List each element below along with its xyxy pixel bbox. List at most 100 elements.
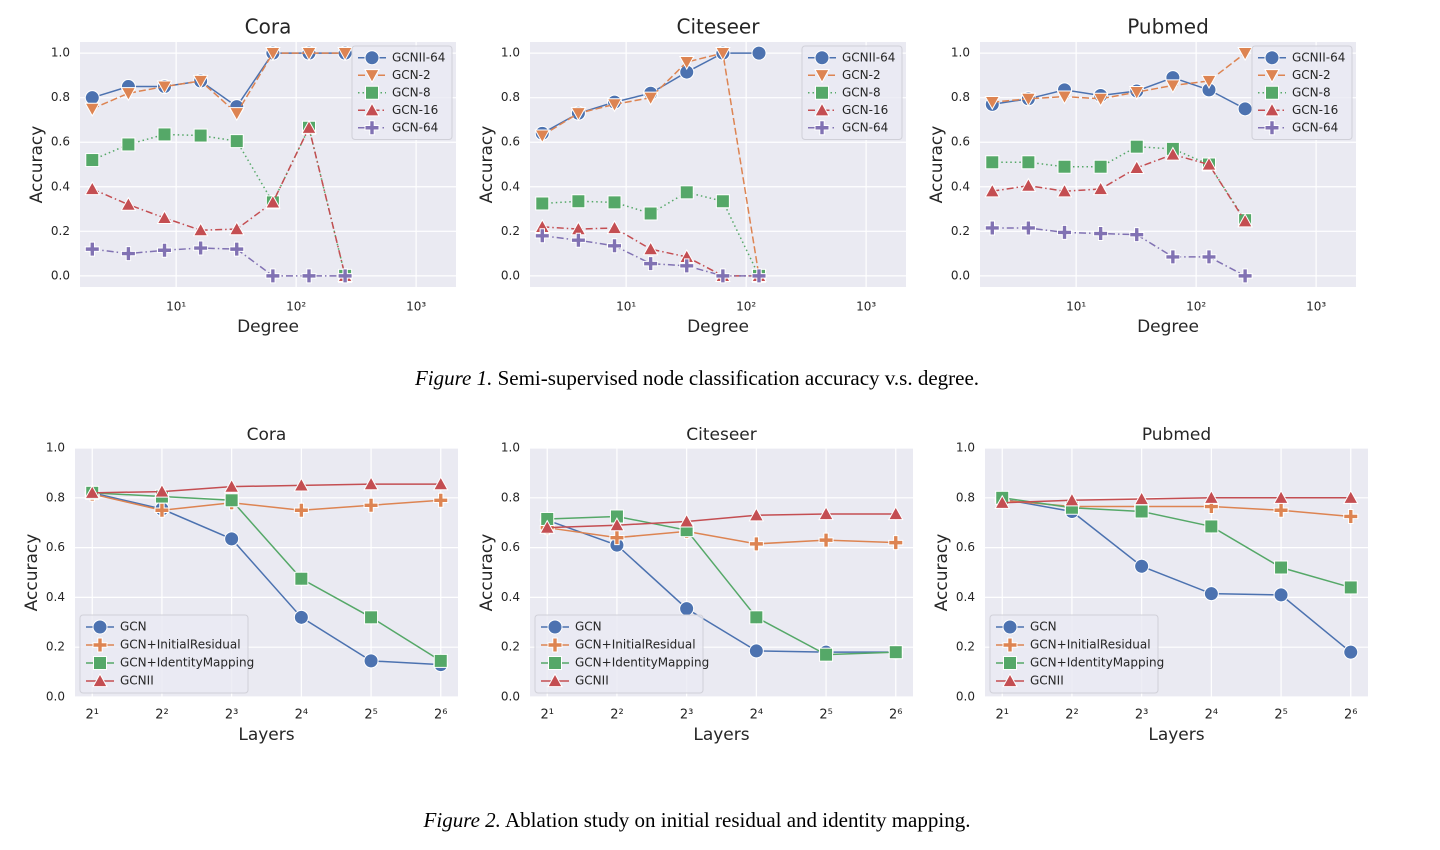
marker — [1003, 656, 1017, 670]
caption-label: Figure 2. — [423, 808, 501, 832]
marker — [1201, 156, 1217, 171]
marker — [120, 246, 136, 262]
marker — [364, 69, 380, 84]
marker — [92, 637, 108, 653]
marker — [364, 610, 379, 625]
series-line — [992, 153, 1246, 222]
y-tick-label: 0.2 — [956, 640, 975, 654]
x-tick-label: 10³ — [856, 300, 876, 314]
legend-box — [989, 614, 1159, 694]
y-tick-label: 0.2 — [951, 224, 970, 238]
x-tick-label: 2² — [155, 708, 168, 723]
marker — [570, 232, 586, 248]
x-axis-label: Layers — [1148, 725, 1204, 745]
y-tick-label: 0.0 — [951, 268, 970, 282]
marker — [364, 120, 380, 136]
marker — [643, 256, 659, 272]
marker — [1134, 558, 1150, 574]
chart-title: Pubmed — [1142, 425, 1211, 445]
y-tick-label: 0.2 — [51, 224, 70, 238]
x-tick-label: 2⁵ — [1274, 708, 1287, 723]
x-tick-label: 2³ — [680, 708, 693, 723]
y-axis-label: Accuracy — [477, 534, 497, 612]
marker — [1343, 580, 1358, 595]
legend-label: GCN — [575, 620, 602, 634]
x-tick-label: 10¹ — [616, 300, 636, 314]
x-tick-label: 10¹ — [1066, 300, 1086, 314]
series-line — [547, 515, 896, 656]
legend-label: GCN+IdentityMapping — [120, 656, 254, 670]
caption-text: Ablation study on initial residual and i… — [505, 808, 970, 832]
marker — [120, 196, 137, 211]
y-tick-label: 0.6 — [46, 540, 65, 554]
marker — [606, 98, 623, 113]
x-tick-label: 2¹ — [540, 708, 553, 723]
marker — [92, 619, 108, 635]
legend-label: GCN+InitialResidual — [1030, 638, 1151, 652]
marker — [678, 55, 695, 71]
y-tick-label: 0.4 — [46, 590, 65, 604]
marker — [748, 507, 765, 522]
marker — [364, 102, 380, 117]
marker — [679, 258, 695, 274]
y-tick-label: 0.4 — [51, 179, 70, 193]
marker — [228, 221, 245, 236]
y-axis-label: Accuracy — [27, 126, 47, 204]
x-tick-label: 2⁵ — [364, 708, 377, 723]
legend-label: GCN — [1030, 620, 1057, 634]
marker — [363, 476, 379, 491]
marker — [606, 219, 623, 235]
marker — [229, 134, 244, 149]
marker — [1203, 586, 1219, 602]
series-line — [92, 492, 442, 662]
x-tick-label: 2³ — [225, 708, 238, 723]
marker — [84, 484, 101, 499]
series-line — [1002, 497, 1351, 589]
marker — [120, 87, 137, 102]
y-tick-label: 0.8 — [46, 490, 65, 504]
marker — [363, 653, 379, 669]
series-line — [1002, 498, 1352, 653]
marker — [715, 268, 731, 284]
y-tick-label: 0.6 — [501, 135, 520, 149]
marker — [84, 241, 100, 257]
marker — [814, 102, 830, 117]
marker — [224, 493, 239, 508]
marker — [887, 505, 904, 521]
y-tick-label: 0.8 — [51, 90, 70, 104]
marker — [539, 519, 556, 534]
y-tick-label: 0.4 — [956, 590, 975, 604]
x-tick-label: 10³ — [406, 300, 426, 314]
x-tick-label: 10² — [286, 300, 306, 314]
marker — [84, 102, 101, 117]
marker — [1020, 220, 1036, 236]
marker — [819, 647, 834, 662]
marker — [1056, 90, 1073, 105]
marker — [433, 492, 449, 508]
marker — [193, 240, 209, 256]
legend-box — [534, 614, 704, 694]
marker — [92, 672, 108, 688]
legend-label: GCNII — [120, 674, 154, 688]
legend-label: GCNII-64 — [842, 50, 895, 64]
marker — [642, 91, 659, 106]
chart-title: Pubmed — [1127, 15, 1209, 39]
legend-label: GCN-16 — [392, 103, 438, 117]
marker — [1020, 177, 1037, 192]
x-axis-label: Layers — [693, 725, 749, 745]
x-tick-label: 2¹ — [85, 708, 98, 723]
legend-label: GCNII — [575, 674, 609, 688]
y-tick-label: 0.8 — [501, 90, 520, 104]
series-line — [91, 125, 346, 277]
marker — [293, 609, 309, 625]
legend-label: GCN — [120, 620, 147, 634]
y-tick-label: 0.8 — [501, 490, 520, 504]
marker — [814, 120, 830, 136]
x-tick-label: 2⁶ — [1344, 708, 1357, 723]
x-tick-label: 2⁴ — [295, 708, 308, 723]
series-line — [992, 227, 1246, 277]
marker — [1128, 159, 1145, 174]
marker — [193, 128, 208, 143]
caption-text: Semi-supervised node classification accu… — [498, 366, 979, 390]
marker — [1237, 268, 1253, 284]
